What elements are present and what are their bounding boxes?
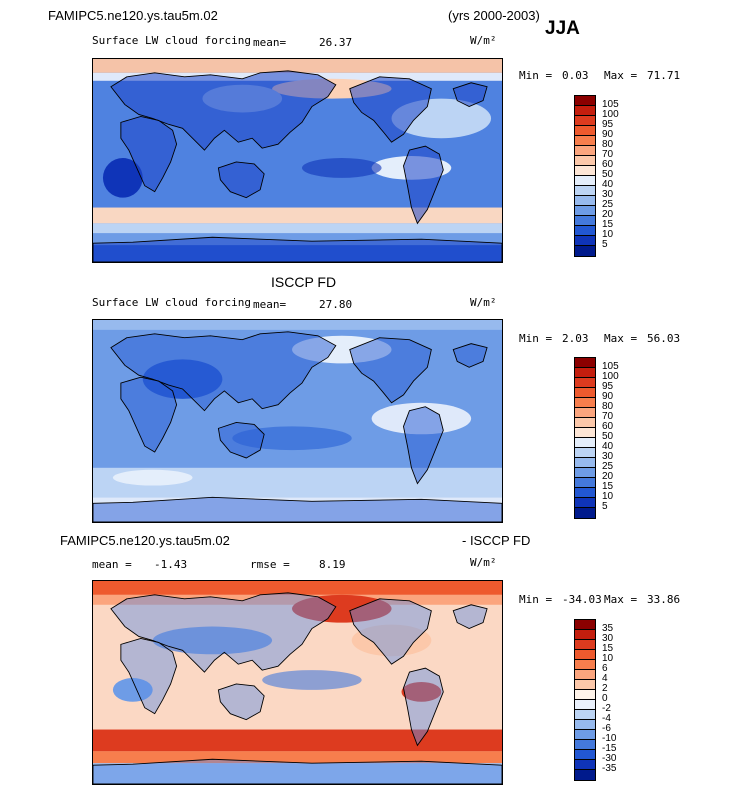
- colorbar-swatch: [575, 186, 595, 196]
- colorbar-swatch: [575, 468, 595, 478]
- colorbar-swatch: [575, 246, 595, 256]
- colorbar-swatch: [575, 750, 595, 760]
- colorbar-swatch: [575, 630, 595, 640]
- colorbar-swatch: [575, 670, 595, 680]
- colorbar-swatch: [575, 428, 595, 438]
- panel3-colorbar: [574, 619, 596, 781]
- colorbar-swatch: [575, 388, 595, 398]
- colorbar-swatch: [575, 196, 595, 206]
- panel2-max-value: 56.03: [647, 332, 680, 345]
- panel3-title-left: FAMIPC5.ne120.ys.tau5m.02: [60, 533, 230, 548]
- panel1-min-label: Min =: [519, 69, 552, 82]
- panel2-min-label: Min =: [519, 332, 552, 345]
- colorbar-swatch: [575, 508, 595, 518]
- panel2-mean-value: 27.80: [319, 298, 352, 311]
- colorbar-swatch: [575, 176, 595, 186]
- panel3-max-value: 33.86: [647, 593, 680, 606]
- colorbar-swatch: [575, 620, 595, 630]
- panel1-map: [92, 58, 503, 263]
- colorbar-swatch: [575, 378, 595, 388]
- panel3-rmse-label: rmse =: [250, 558, 290, 571]
- case-name: FAMIPC5.ne120.ys.tau5m.02: [48, 8, 218, 23]
- colorbar-swatch: [575, 106, 595, 116]
- colorbar-tick-label: 5: [602, 239, 608, 250]
- colorbar-swatch: [575, 498, 595, 508]
- colorbar-swatch: [575, 166, 595, 176]
- colorbar-swatch: [575, 116, 595, 126]
- panel3-min-label: Min =: [519, 593, 552, 606]
- colorbar-swatch: [575, 418, 595, 428]
- world-map: [93, 320, 502, 522]
- panel1-mean-label: mean=: [253, 36, 286, 49]
- colorbar-swatch: [575, 488, 595, 498]
- colorbar-swatch: [575, 770, 595, 780]
- panel1-field-label: Surface LW cloud forcing: [92, 34, 251, 47]
- panel3-mean-value: -1.43: [154, 558, 187, 571]
- colorbar-swatch: [575, 448, 595, 458]
- panel2-title: ISCCP FD: [271, 274, 336, 290]
- panel2-min-value: 2.03: [562, 332, 589, 345]
- panel2-units: W/m²: [470, 296, 497, 309]
- panel2-mean-label: mean=: [253, 298, 286, 311]
- panel2-field-label: Surface LW cloud forcing: [92, 296, 251, 309]
- colorbar-swatch: [575, 700, 595, 710]
- world-map: [93, 59, 502, 262]
- panel1-min-value: 0.03: [562, 69, 589, 82]
- colorbar-swatch: [575, 720, 595, 730]
- panel1-units: W/m²: [470, 34, 497, 47]
- panel3-title-right: - ISCCP FD: [462, 533, 530, 548]
- colorbar-swatch: [575, 156, 595, 166]
- colorbar-tick-label: -35: [602, 763, 616, 774]
- colorbar-swatch: [575, 216, 595, 226]
- colorbar-swatch: [575, 398, 595, 408]
- panel3-mean-label: mean =: [92, 558, 132, 571]
- world-map: [93, 581, 502, 784]
- years-label: (yrs 2000-2003): [448, 8, 540, 23]
- panel3-max-label: Max =: [604, 593, 637, 606]
- colorbar-swatch: [575, 740, 595, 750]
- colorbar-swatch: [575, 458, 595, 468]
- panel3-map: [92, 580, 503, 785]
- colorbar-swatch: [575, 236, 595, 246]
- colorbar-swatch: [575, 368, 595, 378]
- colorbar-swatch: [575, 96, 595, 106]
- colorbar-swatch: [575, 680, 595, 690]
- colorbar-swatch: [575, 478, 595, 488]
- colorbar-swatch: [575, 760, 595, 770]
- panel1-colorbar: [574, 95, 596, 257]
- colorbar-swatch: [575, 358, 595, 368]
- colorbar-swatch: [575, 146, 595, 156]
- colorbar-swatch: [575, 438, 595, 448]
- panel2-colorbar: [574, 357, 596, 519]
- colorbar-swatch: [575, 650, 595, 660]
- colorbar-swatch: [575, 206, 595, 216]
- colorbar-swatch: [575, 660, 595, 670]
- colorbar-swatch: [575, 690, 595, 700]
- colorbar-swatch: [575, 136, 595, 146]
- panel3-units: W/m²: [470, 556, 497, 569]
- colorbar-tick-label: 5: [602, 501, 608, 512]
- panel2-map: [92, 319, 503, 523]
- colorbar-swatch: [575, 640, 595, 650]
- panel1-max-value: 71.71: [647, 69, 680, 82]
- colorbar-swatch: [575, 126, 595, 136]
- colorbar-swatch: [575, 226, 595, 236]
- colorbar-swatch: [575, 710, 595, 720]
- panel3-min-value: -34.03: [562, 593, 602, 606]
- colorbar-swatch: [575, 730, 595, 740]
- panel1-max-label: Max =: [604, 69, 637, 82]
- colorbar-swatch: [575, 408, 595, 418]
- panel3-rmse-value: 8.19: [319, 558, 346, 571]
- panel2-max-label: Max =: [604, 332, 637, 345]
- panel1-mean-value: 26.37: [319, 36, 352, 49]
- season-label: JJA: [545, 18, 580, 40]
